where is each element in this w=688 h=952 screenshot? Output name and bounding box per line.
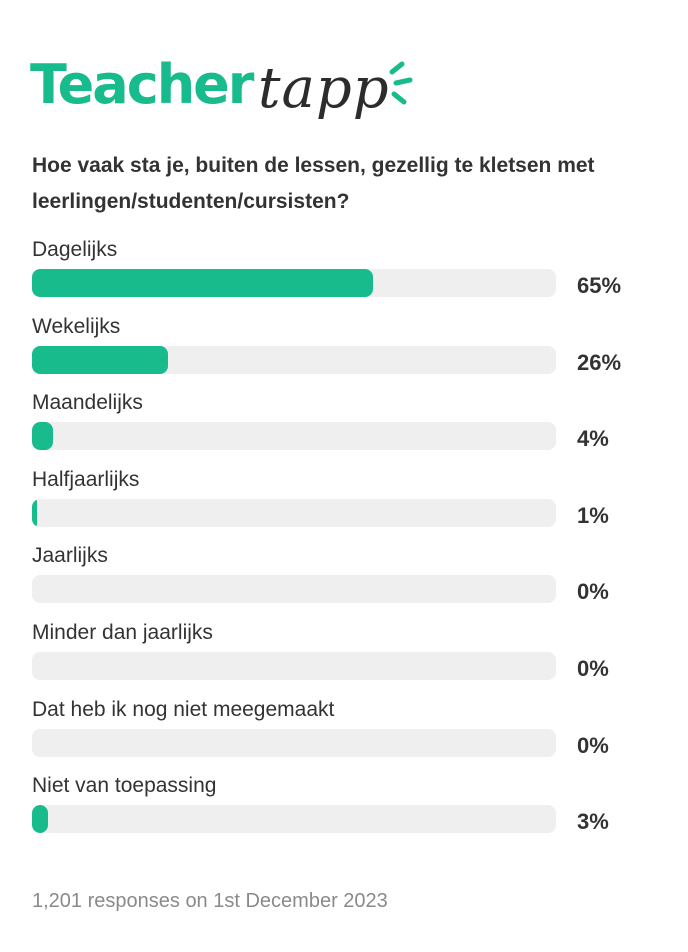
bar-row: Maandelijks 4% <box>32 389 652 466</box>
bar-track <box>32 422 556 451</box>
bar-value-label: 26% <box>577 349 622 375</box>
bar-label: Niet van toepassing <box>32 774 217 798</box>
bar-fill <box>32 498 38 527</box>
bar-row: Jaarlijks 0% <box>32 542 652 619</box>
bar-value-label: 0% <box>577 655 609 681</box>
bar-fill <box>32 422 53 451</box>
bar-label: Dagelijks <box>32 238 118 261</box>
bar-label: Halfjaarlijks <box>32 467 140 491</box>
bar-value-label: 3% <box>577 809 609 835</box>
bar-chart: Dagelijks 65% Wekelijks 26% Maandelijks 4% Hal… <box>32 236 652 849</box>
logo-word-tapp: tapp <box>258 56 390 121</box>
bar-row: Dagelijks 65% <box>32 236 652 313</box>
bar-label: Wekelijks <box>32 314 121 338</box>
bar-value-label: 4% <box>577 426 609 452</box>
bar-track <box>32 651 556 680</box>
bar-fill <box>32 269 373 297</box>
bar-row: Minder dan jaarlijks 0% <box>32 619 652 696</box>
bar-value-label: 0% <box>577 579 609 605</box>
bar-value-label: 65% <box>577 273 622 298</box>
bar-value-label: 1% <box>577 502 609 528</box>
bar-fill <box>32 805 48 834</box>
responses-footer: 1,201 responses on 1st December 2023 <box>32 890 388 912</box>
bar-label: Maandelijks <box>32 391 143 415</box>
bar-track <box>32 728 556 757</box>
question-title: Hoe vaak sta je, buiten de lessen, gezel… <box>32 154 595 213</box>
bar-track <box>32 575 556 604</box>
bar-value-label: 0% <box>577 732 609 758</box>
bar-row: Wekelijks 26% <box>32 313 652 390</box>
bar-label: Minder dan jaarlijks <box>32 620 213 644</box>
bar-track <box>32 498 556 527</box>
logo-burst-icon <box>389 61 413 105</box>
bar-row: Dat heb ik nog niet meegemaakt 0% <box>32 696 652 773</box>
bar-label: Dat heb ik nog niet meegemaakt <box>32 697 335 721</box>
bar-row: Niet van toepassing 3% <box>32 772 652 849</box>
bar-label: Jaarlijks <box>32 544 108 568</box>
bar-row: Halfjaarlijks 1% <box>32 466 652 543</box>
logo-word-teacher: Teacher <box>30 53 254 116</box>
teachertapp-logo: Teacher tapp <box>30 52 430 122</box>
bar-fill <box>32 345 169 374</box>
bar-track <box>32 805 556 834</box>
bar-track <box>32 345 556 374</box>
bar-track <box>32 269 556 297</box>
